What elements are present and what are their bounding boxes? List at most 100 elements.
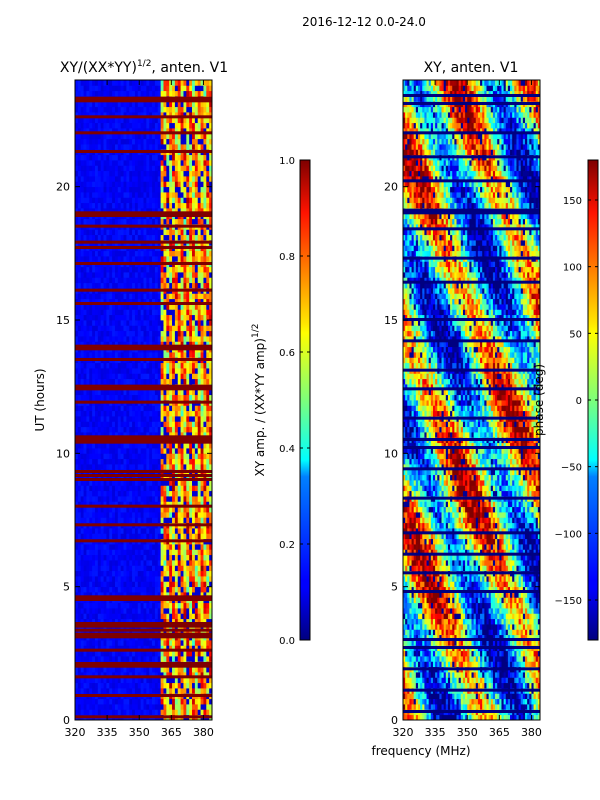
heatmap-cell — [177, 426, 181, 433]
heatmap-cell — [143, 325, 147, 332]
heatmap-cell — [197, 293, 201, 300]
heatmap-cell — [92, 314, 96, 321]
heatmap-cell — [100, 314, 104, 321]
heatmap-cell — [97, 426, 102, 433]
heatmap-cell — [92, 277, 96, 284]
heatmap-cell — [192, 432, 196, 438]
heatmap-cell — [180, 421, 184, 428]
heatmap-cell — [149, 682, 153, 689]
heatmap-cell — [77, 442, 82, 449]
heatmap-cell — [197, 277, 201, 284]
heatmap-cell — [97, 474, 102, 481]
heatmap-cell — [174, 608, 179, 614]
heatmap-cell — [89, 464, 93, 470]
heatmap-cell — [169, 677, 173, 684]
heatmap-cell — [146, 192, 150, 198]
heatmap-cell — [86, 320, 90, 326]
heatmap-cell — [149, 218, 153, 225]
heatmap-cell — [134, 448, 139, 454]
heatmap-cell — [172, 709, 176, 716]
heatmap-cell — [152, 709, 156, 716]
heatmap-cell — [186, 218, 190, 225]
heatmap-cell — [183, 549, 187, 556]
heatmap-cell — [189, 698, 193, 705]
heatmap-cell — [137, 234, 142, 241]
heatmap-cell — [86, 325, 90, 332]
heatmap-cell — [174, 272, 179, 278]
heatmap-cell — [194, 202, 199, 209]
heatmap-cell — [112, 218, 116, 225]
heatmap-cell — [132, 389, 136, 396]
heatmap-cell — [194, 533, 199, 540]
heatmap-cell — [140, 218, 144, 225]
heatmap-cell — [75, 496, 79, 502]
heatmap-cell — [157, 474, 162, 481]
heatmap-cell — [154, 453, 159, 460]
heatmap-cell — [126, 218, 130, 225]
heatmap-cell — [186, 544, 190, 550]
heatmap-cell — [112, 576, 116, 582]
heatmap-cell — [192, 181, 196, 188]
heatmap-cell — [134, 512, 139, 518]
heatmap-cell — [134, 458, 139, 465]
heatmap-cell — [140, 336, 144, 342]
heatmap-cell — [157, 325, 162, 332]
heatmap-cell — [126, 682, 130, 689]
heatmap-cell — [197, 613, 201, 620]
heatmap-cell — [92, 682, 96, 689]
heatmap-cell — [146, 208, 150, 214]
heatmap-cell — [194, 181, 199, 188]
heatmap-cell — [94, 496, 99, 502]
heatmap-cell — [149, 314, 153, 321]
heatmap-cell — [106, 581, 110, 588]
heatmap-cell — [140, 618, 144, 625]
heatmap-cell — [192, 656, 196, 662]
heatmap-cell — [123, 682, 127, 689]
heatmap-cell — [163, 416, 167, 422]
heatmap-cell — [206, 368, 210, 374]
heatmap-cell — [106, 186, 110, 193]
heatmap-cell — [75, 581, 79, 588]
heatmap-cell — [149, 320, 153, 326]
heatmap-row — [75, 512, 212, 518]
heatmap-cell — [186, 698, 190, 705]
heatmap-cell — [197, 490, 201, 497]
heatmap-cell — [132, 698, 136, 705]
heatmap-cell — [197, 688, 201, 694]
heatmap-cell — [137, 565, 142, 572]
heatmap-cell — [137, 378, 142, 385]
heatmap-cell — [194, 586, 199, 593]
heatmap-cell — [120, 533, 124, 540]
heatmap-cell — [137, 512, 142, 518]
heatmap-cell — [183, 528, 187, 534]
heatmap-cell — [197, 464, 201, 470]
heatmap-cell — [174, 293, 179, 300]
heatmap-cell — [174, 554, 179, 561]
heatmap-cell — [123, 218, 127, 225]
heatmap-cell — [120, 666, 124, 673]
heatmap-row — [75, 341, 212, 348]
heatmap-cell — [206, 394, 210, 401]
heatmap-cell — [200, 181, 204, 188]
heatmap-cell — [200, 341, 204, 348]
heatmap-cell — [92, 592, 96, 598]
heatmap-cell — [146, 709, 150, 716]
heatmap-cell — [174, 405, 179, 412]
heatmap-cell — [146, 442, 150, 449]
heatmap-cell — [114, 394, 119, 401]
heatmap-cell — [132, 517, 136, 524]
heatmap-cell — [92, 490, 96, 497]
heatmap-cell — [112, 202, 116, 209]
heatmap-cell — [109, 464, 113, 470]
heatmap-cell — [154, 320, 159, 326]
heatmap-cell — [100, 282, 104, 289]
heatmap-cell — [103, 229, 107, 236]
heatmap-row — [75, 176, 212, 182]
heatmap-cell — [177, 277, 181, 284]
heatmap-cell — [163, 666, 167, 673]
heatmap-cell — [77, 229, 82, 236]
heatmap-cell — [123, 368, 127, 374]
heatmap-cell — [152, 464, 156, 470]
heatmap-cell — [149, 544, 153, 550]
heatmap-cell — [126, 496, 130, 502]
